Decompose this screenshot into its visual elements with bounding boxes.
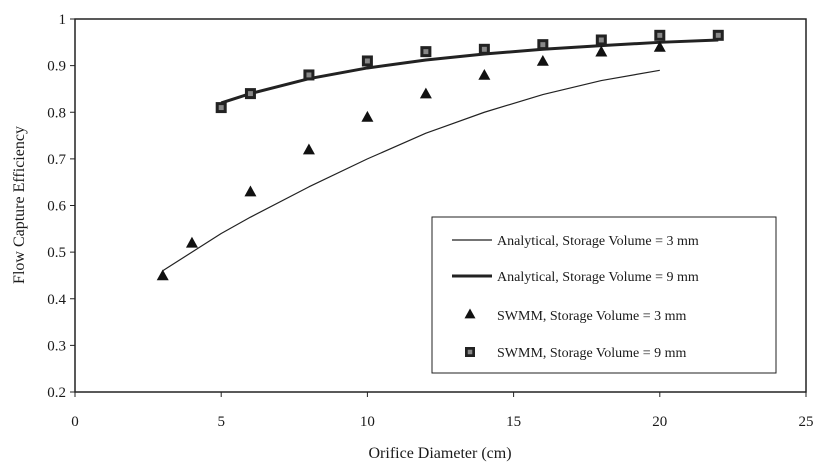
series-2 — [220, 38, 719, 105]
y-tick-label: 0.4 — [47, 292, 66, 308]
y-tick-label: 0.9 — [47, 59, 66, 75]
data-point-square — [478, 43, 490, 55]
data-point-triangle — [595, 45, 608, 57]
data-point-triangle — [185, 236, 198, 248]
data-point-triangle — [478, 68, 491, 80]
legend-square-marker — [465, 347, 475, 357]
x-axis-title: Orifice Diameter (cm) — [368, 445, 511, 462]
y-tick-label: 0.7 — [47, 152, 66, 168]
y-tick-label: 0.2 — [47, 385, 66, 401]
data-point-square — [595, 34, 607, 46]
data-point-triangle — [156, 269, 169, 281]
y-tick-label: 1 — [59, 12, 67, 28]
series-4 — [215, 29, 724, 114]
data-point-triangle — [536, 54, 549, 66]
data-point-square — [537, 39, 549, 51]
x-tick-label: 0 — [71, 414, 79, 430]
x-tick-label: 5 — [217, 414, 225, 430]
legend-label: Analytical, Storage Volume = 3 mm — [497, 234, 699, 249]
data-point-square — [244, 88, 256, 100]
y-tick-label: 0.3 — [47, 338, 66, 354]
legend-entry: Analytical, Storage Volume = 9 mm — [452, 270, 699, 285]
legend-box — [431, 216, 777, 374]
data-point-square — [215, 102, 227, 114]
x-tick-label: 10 — [360, 414, 375, 430]
series-line — [220, 38, 719, 105]
legend-label: SWMM, Storage Volume = 9 mm — [497, 346, 686, 361]
data-point-triangle — [419, 87, 432, 99]
x-tick-label: 15 — [506, 414, 521, 430]
data-point-square — [712, 29, 724, 41]
series-3 — [156, 40, 666, 281]
x-tick-label: 25 — [799, 414, 814, 430]
legend-entry: SWMM, Storage Volume = 9 mm — [465, 346, 686, 361]
legend-triangle-marker — [464, 308, 476, 319]
legend: Analytical, Storage Volume = 3 mm Analyti… — [431, 216, 777, 374]
data-point-triangle — [361, 110, 374, 122]
legend-label: Analytical, Storage Volume = 9 mm — [497, 270, 699, 285]
data-point-square — [420, 46, 432, 58]
legend-entry: SWMM, Storage Volume = 3 mm — [464, 308, 686, 324]
x-axis-ticks: 0 5 10 15 20 25 — [71, 392, 814, 430]
y-axis-ticks: 0.2 0.3 0.4 0.5 0.6 0.7 0.8 0.9 1 — [47, 12, 75, 401]
x-tick-label: 20 — [652, 414, 667, 430]
data-point-square — [361, 55, 373, 67]
data-point-square — [303, 69, 315, 81]
series-layer — [156, 29, 724, 281]
data-point-triangle — [302, 143, 315, 155]
series-1 — [162, 69, 660, 272]
data-point-triangle — [653, 40, 666, 52]
y-tick-label: 0.8 — [47, 105, 66, 121]
data-point-square — [654, 29, 666, 41]
series-line — [162, 69, 660, 272]
y-tick-label: 0.5 — [47, 245, 66, 261]
y-axis-title: Flow Capture Efficiency — [11, 126, 28, 284]
data-point-triangle — [244, 185, 257, 197]
y-tick-label: 0.6 — [47, 199, 66, 215]
legend-label: SWMM, Storage Volume = 3 mm — [497, 309, 686, 324]
legend-entry: Analytical, Storage Volume = 3 mm — [452, 234, 699, 249]
